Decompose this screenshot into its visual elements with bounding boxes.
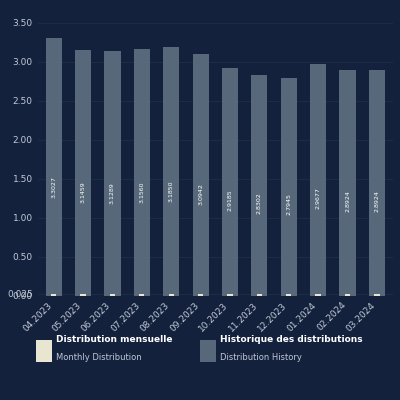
Bar bbox=[192, 54, 209, 296]
Text: 3.1850: 3.1850 bbox=[169, 180, 174, 202]
Bar bbox=[110, 294, 115, 296]
Bar bbox=[134, 49, 150, 296]
Bar bbox=[51, 294, 56, 296]
Bar bbox=[340, 70, 356, 296]
Text: 3.1560: 3.1560 bbox=[139, 182, 144, 203]
Bar bbox=[369, 70, 385, 296]
Bar bbox=[46, 38, 62, 296]
Text: 2.9185: 2.9185 bbox=[228, 189, 232, 211]
Bar bbox=[163, 47, 179, 296]
Bar bbox=[257, 294, 262, 296]
Text: 2.7945: 2.7945 bbox=[286, 193, 291, 215]
Text: 2.8924: 2.8924 bbox=[374, 190, 379, 212]
Bar bbox=[222, 68, 238, 296]
Bar bbox=[80, 294, 86, 296]
Bar bbox=[286, 294, 292, 296]
Bar bbox=[227, 294, 233, 296]
Bar bbox=[75, 50, 91, 296]
Text: 3.3027: 3.3027 bbox=[51, 176, 56, 198]
Bar bbox=[316, 294, 321, 296]
Bar bbox=[345, 294, 350, 296]
Bar bbox=[310, 64, 326, 296]
Text: 2.8924: 2.8924 bbox=[345, 190, 350, 212]
Bar bbox=[281, 78, 297, 296]
Text: 3.0942: 3.0942 bbox=[198, 183, 203, 205]
Bar bbox=[104, 52, 120, 296]
Text: Distribution mensuelle: Distribution mensuelle bbox=[56, 335, 172, 344]
Text: 2.9677: 2.9677 bbox=[316, 188, 321, 209]
Text: Monthly Distribution: Monthly Distribution bbox=[56, 353, 142, 362]
Text: 3.1289: 3.1289 bbox=[110, 182, 115, 204]
Text: Historique des distributions: Historique des distributions bbox=[220, 335, 363, 344]
Bar bbox=[139, 294, 144, 296]
Text: Distribution History: Distribution History bbox=[220, 353, 302, 362]
Text: 3.1459: 3.1459 bbox=[80, 182, 86, 203]
Bar bbox=[251, 75, 268, 296]
Bar bbox=[168, 294, 174, 296]
Bar bbox=[198, 294, 203, 296]
Text: 2.8302: 2.8302 bbox=[257, 192, 262, 214]
Bar bbox=[374, 294, 380, 296]
